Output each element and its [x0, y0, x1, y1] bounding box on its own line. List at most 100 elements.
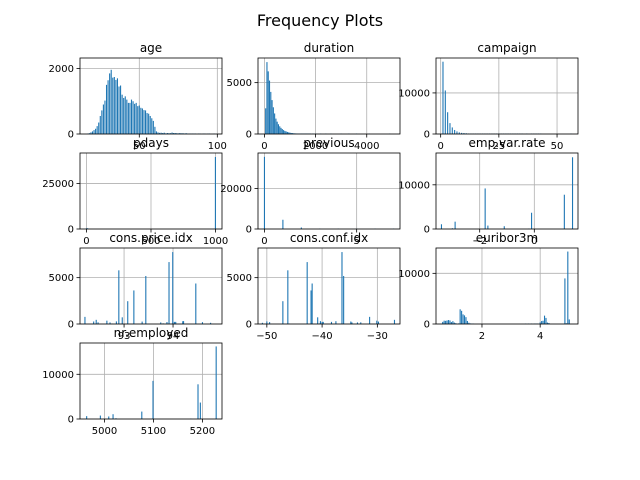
histogram-bar — [274, 113, 276, 134]
axes-frame — [435, 57, 579, 135]
histogram-bar — [215, 346, 217, 419]
histogram-bar — [285, 131, 287, 134]
x-tick-label: 50 — [551, 141, 564, 152]
histogram-bar — [461, 310, 463, 324]
histogram-bar — [265, 108, 267, 134]
histogram-bar — [121, 94, 123, 134]
histogram-bar — [118, 86, 120, 134]
x-tick-label: 93 — [118, 331, 131, 342]
y-tick-label: 10000 — [398, 88, 430, 99]
histogram-bar — [351, 322, 353, 324]
histogram-bar — [442, 321, 444, 324]
panel-title: previous — [303, 136, 354, 150]
y-tick-label: 10000 — [42, 370, 74, 381]
histogram-bar — [160, 322, 162, 324]
histogram-bar — [310, 290, 312, 324]
histogram-bar — [462, 314, 464, 324]
histogram-bar — [341, 252, 343, 324]
x-tick-label: −2 — [472, 236, 487, 247]
histogram-bar — [121, 317, 123, 324]
histogram-bar — [214, 157, 216, 229]
histogram-bar — [107, 80, 109, 134]
histogram-bar — [266, 321, 268, 324]
histogram-duration: 0 2000 4000 0 5000 duration — [227, 41, 401, 152]
histogram-bar — [95, 128, 97, 134]
x-tick-label: 5200 — [190, 426, 215, 437]
axes-frame — [435, 247, 579, 325]
histogram-bar — [120, 85, 122, 134]
histogram-bar — [109, 73, 111, 134]
histogram-bar — [145, 275, 147, 324]
x-tick-label: 0 — [83, 236, 89, 247]
histogram-bar — [143, 110, 145, 134]
histogram-bar — [86, 416, 88, 419]
histogram-bar — [141, 411, 143, 419]
histogram-bar — [97, 322, 99, 324]
axes-frame — [79, 57, 223, 135]
histogram-bar — [288, 132, 290, 134]
histogram-bar — [300, 227, 302, 229]
histogram-bar — [461, 132, 463, 134]
histogram-bar — [99, 115, 101, 134]
histogram-cons-conf-idx: −50 −40 −30 0 5000 cons.conf.idx — [227, 231, 401, 342]
histogram-bar — [154, 126, 156, 134]
histogram-bar — [503, 226, 505, 229]
x-tick-label: 500 — [141, 236, 160, 247]
histogram-bar — [282, 301, 284, 324]
histogram-bar — [155, 131, 158, 134]
histogram-bar — [531, 212, 533, 229]
histogram-bar — [270, 91, 272, 134]
histogram-campaign: 0 25 50 0 10000 campaign — [398, 41, 579, 152]
histogram-bar — [543, 315, 546, 324]
histogram-bar — [454, 221, 456, 229]
histogram-bar — [289, 132, 291, 134]
y-tick-label: 5000 — [49, 273, 74, 284]
x-tick-label: 94 — [167, 331, 180, 342]
histogram-bar — [93, 321, 95, 324]
histogram-bar — [148, 113, 150, 134]
histogram-emp-var-rate: −2 0 0 10000 emp.var.rate — [398, 136, 579, 247]
histogram-bar — [169, 133, 172, 134]
x-tick-label: 2000 — [303, 141, 328, 152]
y-tick-label: 0 — [68, 415, 74, 426]
histogram-bar — [444, 90, 446, 134]
x-tick-label: 5100 — [141, 426, 166, 437]
histogram-bar — [199, 402, 201, 419]
histogram-bar — [283, 130, 285, 134]
histogram-bar — [112, 414, 114, 419]
histogram-bar — [115, 321, 117, 324]
histogram-bar — [109, 322, 111, 324]
histogram-bar — [110, 69, 112, 134]
histogram-bar — [567, 251, 569, 324]
histogram-bar — [88, 133, 90, 134]
histogram-bar — [137, 106, 139, 134]
x-tick-label: −40 — [312, 331, 333, 342]
y-tick-label: 0 — [68, 320, 74, 331]
axes-frame — [257, 152, 401, 230]
y-tick-label: 25000 — [42, 179, 74, 190]
panel-title: age — [140, 41, 162, 55]
histogram-bar — [571, 157, 574, 229]
y-tick-label: 5000 — [227, 273, 252, 284]
histogram-bar — [545, 317, 547, 324]
histogram-bar — [484, 188, 486, 229]
axes-frame — [257, 57, 401, 135]
histogram-bar — [458, 132, 460, 134]
histogram-bar — [168, 133, 170, 134]
histogram-bar — [152, 120, 154, 134]
histogram-bar — [127, 301, 129, 324]
histogram-bar — [306, 262, 308, 324]
histogram-bar — [451, 127, 453, 134]
histogram-bar — [280, 127, 282, 134]
histogram-bar — [183, 321, 185, 324]
histogram-bar — [291, 133, 294, 134]
y-tick-label: 0 — [68, 130, 74, 141]
x-tick-label: 5 — [353, 236, 359, 247]
histogram-bar — [563, 194, 565, 229]
histogram-bar — [160, 132, 162, 134]
panel-title: pdays — [133, 136, 169, 150]
histogram-bar — [118, 270, 120, 324]
x-tick-label: 100 — [208, 141, 227, 152]
histogram-bar — [564, 278, 566, 324]
